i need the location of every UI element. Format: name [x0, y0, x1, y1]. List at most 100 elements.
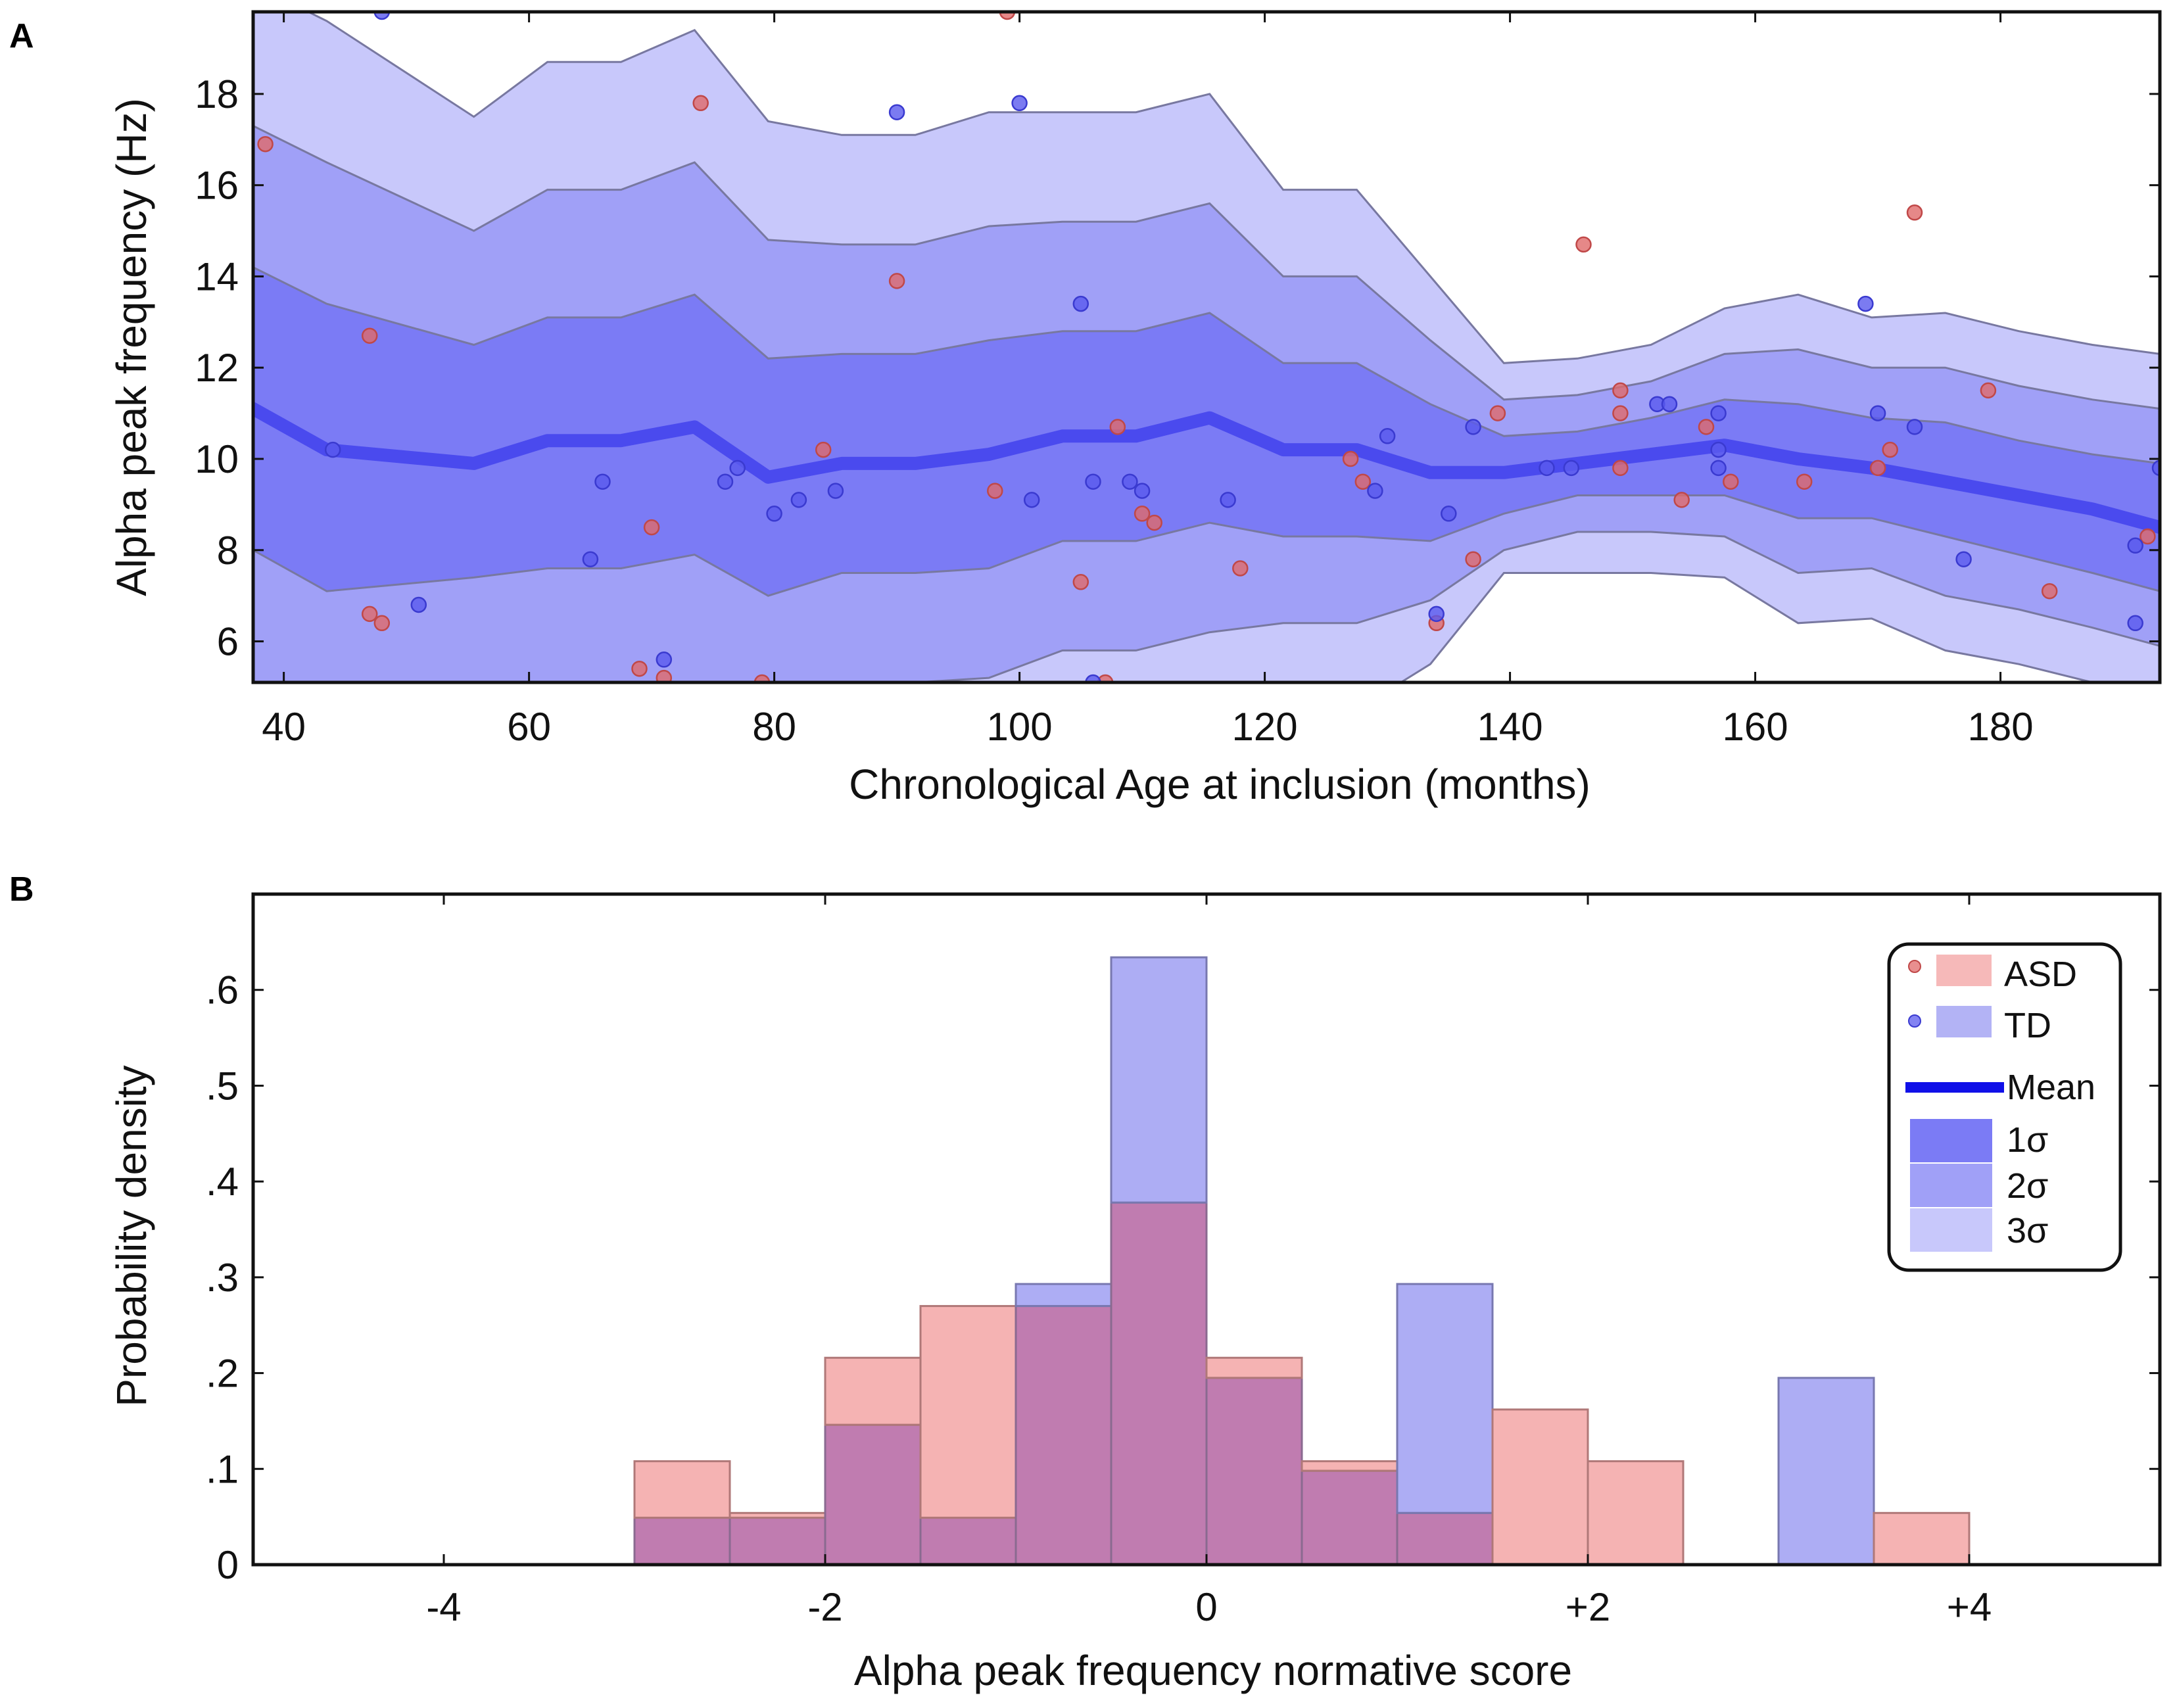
asd-point-10	[815, 441, 832, 458]
y-tick-label-12: 12	[195, 346, 239, 390]
td-bar-9	[1396, 1283, 1494, 1514]
legend: ASD TD Mean 1σ 2σ 3σ	[1887, 942, 2122, 1272]
asd-point-37	[2041, 582, 2058, 600]
legend-asd-label: ASD	[2004, 955, 2077, 994]
asd-bar-11	[1587, 1460, 1685, 1565]
panel-a-x-axis-label: Chronological Age at inclusion (months)	[849, 761, 1590, 808]
std-bands	[253, 12, 2160, 682]
y-tick-label-10: 10	[195, 437, 239, 481]
asd-point-3	[361, 605, 378, 623]
td-point-32	[1710, 460, 1727, 477]
asd-bar-8	[1301, 1460, 1398, 1472]
panel-label-b: B	[9, 870, 34, 909]
td-point-8	[729, 460, 746, 477]
asd-bar-14	[1873, 1511, 1971, 1565]
legend-asd-swatch	[1936, 955, 1992, 986]
legend-td-marker	[1908, 1014, 1921, 1028]
asd-point-24	[1489, 405, 1506, 421]
overlap-bar-5	[1015, 1305, 1112, 1565]
scatter-points	[257, 12, 2160, 682]
td-point-19	[1134, 483, 1151, 499]
b-x-tick-label-2: 0	[1195, 1585, 1217, 1629]
asd-point-1	[257, 135, 274, 153]
td-point-14	[1023, 492, 1040, 508]
asd-point-32	[1796, 473, 1813, 490]
legend-item-1sigma: 1σ	[1910, 1119, 2048, 1162]
td-point-1	[324, 441, 341, 458]
td-point-22	[1379, 428, 1396, 444]
asd-point-4	[373, 615, 391, 632]
panel-b-x-axis-label: Alpha peak frequency normative score	[854, 1647, 1572, 1694]
legend-3sigma-swatch	[1910, 1208, 1992, 1252]
legend-item-td: TD	[1908, 1006, 2051, 1045]
asd-point-20	[1342, 450, 1359, 467]
legend-2sigma-swatch	[1910, 1164, 1992, 1207]
td-point-6	[656, 652, 673, 668]
td-bar-6	[1110, 956, 1208, 1204]
overlap-bar-3	[824, 1423, 922, 1565]
asd-point-14	[1072, 574, 1089, 590]
legend-1sigma-label: 1σ	[2007, 1120, 2048, 1160]
b-x-tick-label-3: +2	[1566, 1585, 1610, 1629]
asd-point-2	[361, 327, 378, 344]
y-tick-label-16: 16	[195, 164, 239, 208]
mean-line-group	[253, 402, 2160, 534]
panel-b-histogram: -4 -2 0 +2 +4 0 .1 .2 .3 .4 .5 .6 Alpha peak freque…	[108, 892, 2162, 1694]
asd-bar-10	[1491, 1408, 1589, 1565]
td-point-20	[1220, 492, 1236, 508]
b-y-tick-label-1: .1	[206, 1447, 239, 1491]
panel-b-y-axis-label: Probability density	[108, 1065, 155, 1406]
td-point-21	[1367, 483, 1383, 499]
overlap-bar-6	[1110, 1201, 1208, 1565]
b-y-tick-label-0: 0	[217, 1543, 239, 1587]
asd-point-7	[656, 669, 673, 682]
panel-a-line-chart: 40 60 80 100 120 140 160 180 6 8 10 12 14 16 18 Chrono…	[108, 10, 2162, 808]
legend-td-swatch	[1936, 1006, 1992, 1037]
td-point-17	[1085, 674, 1101, 682]
legend-2sigma-label: 2σ	[2007, 1166, 2048, 1206]
overlap-bar-8	[1301, 1469, 1398, 1565]
panel-a-frame	[251, 10, 2162, 684]
overlap-bar-1	[633, 1517, 731, 1565]
td-point-25	[1465, 419, 1481, 435]
legend-td-label: TD	[2004, 1006, 2051, 1045]
asd-point-30	[1698, 419, 1715, 435]
asd-point-26	[1612, 382, 1629, 399]
panel-b-ticks: -4 -2 0 +2 +4 0 .1 .2 .3 .4 .5 .6	[206, 894, 2160, 1629]
x-tick-label-140: 140	[1477, 705, 1543, 749]
b-x-tick-label-4: +4	[1947, 1585, 1992, 1629]
td-bar-13	[1777, 1377, 1875, 1565]
asd-point-33	[1869, 460, 1886, 477]
x-tick-label-100: 100	[987, 705, 1053, 749]
asd-point-31	[1723, 473, 1739, 490]
asd-point-15	[1097, 674, 1114, 682]
asd-point-35	[1906, 204, 1923, 221]
b-y-tick-label-2: .2	[206, 1352, 239, 1396]
asd-point-6	[643, 519, 660, 536]
x-tick-label-60: 60	[507, 705, 551, 749]
td-point-11	[827, 483, 844, 499]
td-point-33	[1857, 295, 1874, 312]
legend-item-asd: ASD	[1908, 955, 2077, 994]
legend-1sigma-swatch	[1910, 1119, 1992, 1162]
td-point-29	[1661, 396, 1678, 412]
asd-point-36	[1980, 382, 1997, 399]
asd-point-12	[987, 483, 1003, 499]
b-x-tick-label-1: -2	[807, 1585, 842, 1629]
y-tick-label-8: 8	[217, 529, 239, 573]
asd-bar-7	[1205, 1356, 1303, 1379]
mean-line	[253, 402, 2160, 534]
legend-item-mean: Mean	[1905, 1068, 2095, 1107]
y-tick-label-18: 18	[195, 72, 239, 116]
asd-point-21	[1354, 473, 1372, 490]
b-y-tick-label-5: .5	[206, 1064, 239, 1108]
band-1sigma	[253, 266, 2160, 597]
asd-bar-4	[919, 1305, 1017, 1519]
legend-item-2sigma: 2σ	[1910, 1164, 2048, 1207]
td-point-18	[1122, 473, 1138, 490]
asd-bar-1	[633, 1460, 731, 1519]
legend-asd-marker	[1908, 960, 1921, 973]
panel-a-y-axis-label: Alpha peak frequency (Hz)	[108, 98, 155, 596]
asd-point-17	[1134, 506, 1151, 522]
